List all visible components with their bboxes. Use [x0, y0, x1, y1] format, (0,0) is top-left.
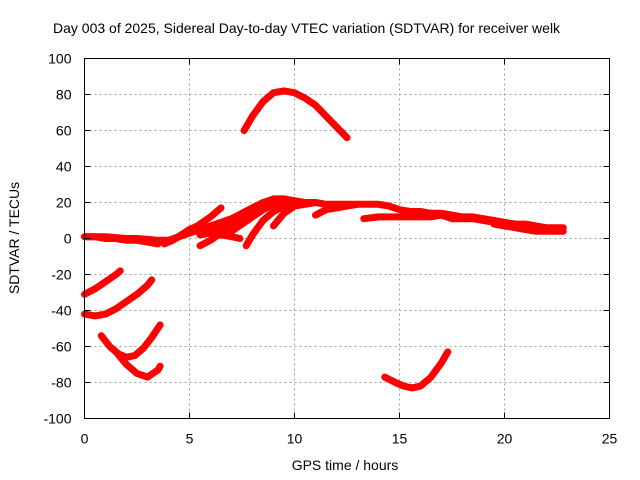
y-tick-label: 80: [56, 87, 72, 103]
y-tick-label: -100: [43, 411, 71, 427]
series-arc-80: [240, 87, 351, 142]
y-tick-labels: -100 -80 -60 -40 -20 0 20 40 60 80 100: [43, 51, 71, 427]
data-series: [81, 87, 567, 392]
chart-title: Day 003 of 2025, Sidereal Day-to-day VTE…: [53, 20, 561, 36]
x-tick-label: 20: [497, 431, 513, 447]
y-tick-label: 40: [56, 159, 72, 175]
series-neg-b: [81, 276, 156, 320]
series-band-14: [360, 211, 445, 223]
series-early-dip: [81, 233, 162, 248]
y-tick-label: -20: [51, 267, 71, 283]
series-neg-c: [97, 321, 164, 361]
x-tick-label: 0: [81, 431, 89, 447]
series-rise-e: [228, 195, 288, 235]
y-tick-label: 20: [56, 195, 72, 211]
series-rise-c: [196, 209, 256, 250]
x-axis-label: GPS time / hours: [292, 457, 399, 473]
series-rise-h: [312, 200, 361, 219]
series-band-19: [490, 220, 567, 235]
y-tick-label: -40: [51, 303, 71, 319]
y-tick-label: -80: [51, 375, 71, 391]
series-rise-d: [207, 200, 267, 237]
axis-ticks: [84, 58, 610, 419]
series-rise-b: [165, 204, 225, 246]
y-axis-label: SDTVAR / TECUs: [6, 182, 22, 294]
y-tick-label: 60: [56, 123, 72, 139]
x-tick-label: 5: [186, 431, 194, 447]
y-tick-label: -60: [51, 339, 71, 355]
series-neg-a: [81, 267, 124, 298]
series-rise-g: [270, 199, 319, 230]
series-rise-f: [242, 199, 298, 250]
x-tick-label: 25: [602, 431, 618, 447]
x-tick-labels: 0 5 10 15 20 25: [81, 431, 618, 447]
x-tick-label: 10: [287, 431, 303, 447]
y-tick-label: 100: [48, 51, 72, 67]
series-neg-d: [112, 348, 164, 381]
y-tick-label: 0: [64, 231, 72, 247]
x-tick-label: 15: [392, 431, 408, 447]
series-neg-e: [381, 348, 452, 392]
grid-lines: [84, 58, 610, 419]
series-mid-dip: [196, 229, 244, 242]
